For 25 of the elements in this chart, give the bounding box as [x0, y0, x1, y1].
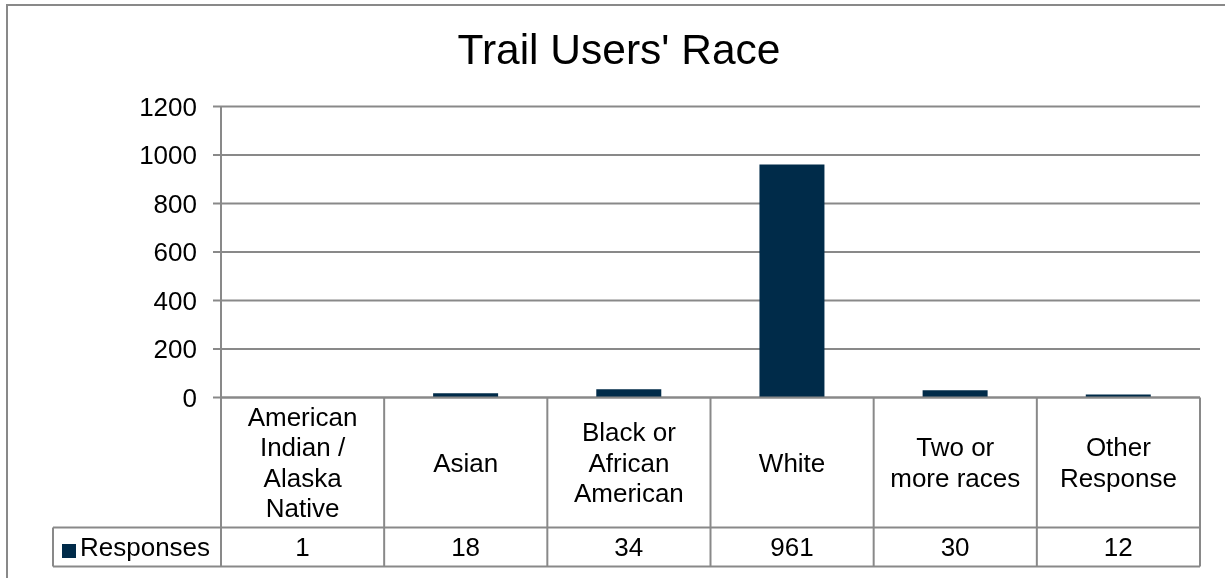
y-tick-label: 800: [153, 188, 197, 219]
bar: [759, 164, 825, 398]
data-label: 18: [451, 532, 481, 562]
x-tick-label: Other Response: [1059, 432, 1177, 493]
y-tick-label: 1000: [139, 140, 197, 171]
data-label: 961: [770, 532, 814, 562]
data-label: 12: [1103, 532, 1133, 562]
legend-label: Responses: [80, 531, 211, 562]
y-tick-label: 400: [153, 285, 197, 316]
bar: [596, 389, 662, 398]
data-label: 1: [295, 532, 310, 562]
data-label: 30: [940, 532, 970, 562]
x-tick-label: Two or more races: [890, 432, 1021, 493]
x-tick-label: Asian: [433, 447, 499, 478]
y-tick-label: 0: [182, 382, 197, 413]
x-tick-label: Black or African American: [574, 417, 684, 508]
x-tick-label: White: [758, 447, 826, 478]
y-tick-label: 200: [153, 334, 197, 365]
y-tick-label: 1200: [139, 91, 197, 122]
bar: [433, 393, 499, 398]
chart-title: Trail Users' Race: [457, 26, 781, 73]
y-tick-label: 600: [153, 237, 197, 268]
x-tick-label: American Indian / Alaska Native: [247, 402, 358, 524]
bar: [922, 390, 988, 398]
data-label: 34: [614, 532, 644, 562]
